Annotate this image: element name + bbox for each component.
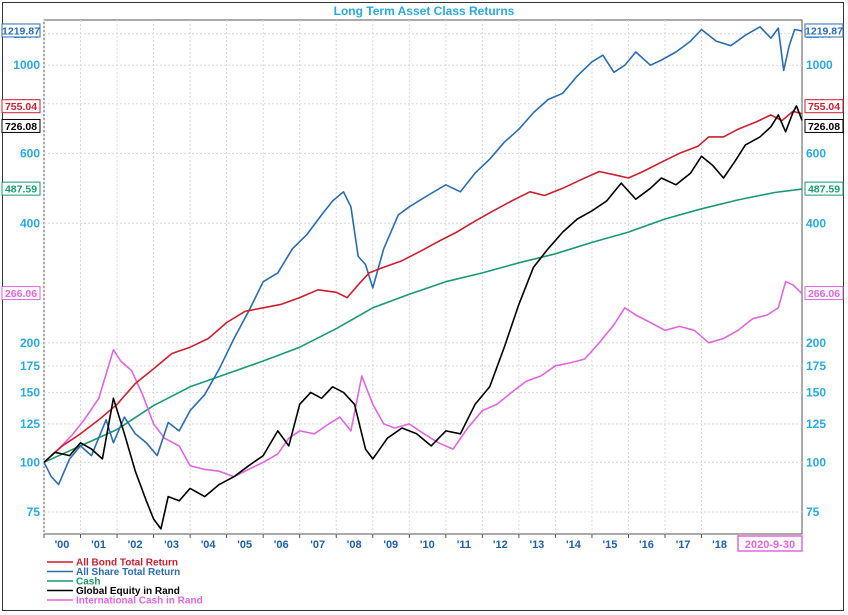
edge-value-label: 755.04 (808, 101, 840, 113)
x-tick-label: '16 (639, 539, 654, 551)
y-tick-label: 600 (806, 146, 826, 160)
x-tick-label: '15 (603, 539, 618, 551)
y-tick-label: 100 (806, 455, 826, 469)
x-tick-label: '18 (712, 539, 727, 551)
chart-title: Long Term Asset Class Returns (334, 4, 515, 18)
edge-value-label: 1219.87 (805, 25, 843, 37)
edge-value-label: 487.59 (808, 184, 840, 196)
x-tick-label: '00 (55, 539, 70, 551)
edge-value-label: 1219.87 (2, 25, 40, 37)
x-tick-label: '01 (91, 539, 106, 551)
edge-label-box (804, 99, 844, 114)
x-tick-label: '06 (274, 539, 289, 551)
edge-label-box (804, 181, 844, 196)
edge-value-label: 266.06 (5, 288, 37, 300)
y-tick-label: 175 (20, 359, 40, 373)
y-tick-label: 75 (27, 505, 41, 519)
edge-value-label: 487.59 (5, 184, 37, 196)
y-tick-label: 1000 (806, 58, 833, 72)
x-tick-label: '02 (128, 539, 143, 551)
y-tick-label: 600 (20, 146, 40, 160)
y-axis-right: 7510012515017520040060080010001200755.04… (804, 23, 844, 519)
series-line (43, 280, 803, 478)
edge-label-box (1, 23, 41, 38)
edge-label-box (1, 118, 41, 133)
y-tick-label: 400 (20, 216, 40, 230)
series-lines (43, 26, 803, 530)
x-tick-label: '07 (310, 539, 325, 551)
y-tick-label: 400 (806, 216, 826, 230)
series-line (43, 188, 803, 464)
x-tick-label: '13 (529, 539, 544, 551)
edge-value-label: 266.06 (808, 288, 840, 300)
y-tick-label: 200 (20, 336, 40, 350)
series-line (43, 26, 803, 486)
x-tick-label: '12 (493, 539, 508, 551)
date-tag-label: 2020-9-30 (745, 539, 795, 551)
edge-label-box (1, 99, 41, 114)
y-tick-label: 175 (806, 359, 826, 373)
legend-label: All Bond Total Return (76, 558, 178, 569)
edge-value-label: 726.08 (5, 121, 37, 133)
legend-label: Global Equity in Rand (76, 586, 180, 597)
edge-value-label: 726.08 (808, 121, 840, 133)
x-tick-label: '14 (566, 539, 582, 551)
x-tick-label: '03 (164, 539, 179, 551)
plot-area (43, 19, 803, 535)
legend-label: Cash (76, 577, 100, 588)
edge-label-box (1, 286, 41, 301)
y-tick-label: 100 (20, 455, 40, 469)
y-tick-label: 125 (20, 417, 40, 431)
x-tick-label: '05 (237, 539, 252, 551)
x-tick-label: '04 (201, 539, 217, 551)
series-line (43, 105, 803, 530)
y-tick-label: 150 (20, 385, 40, 399)
x-tick-label: '09 (383, 539, 398, 551)
legend-label: International Cash in Rand (76, 596, 203, 607)
x-axis: '00 '01 '02 '03 '04 '05 '06 '07 '08 '09 '10 '11 '12 '… (43, 534, 727, 551)
edge-label-box (804, 118, 844, 133)
date-tag: 2020-9-30 (737, 535, 803, 552)
y-tick-label: 125 (806, 417, 826, 431)
edge-label-box (804, 286, 844, 301)
y-tick-label: 75 (806, 505, 820, 519)
edge-label-box (804, 23, 844, 38)
y-tick-label: 1000 (13, 58, 40, 72)
y-axis-left: 7510012515017520040060080010001200755.04… (1, 23, 41, 519)
x-tick-label: '11 (457, 539, 471, 551)
series-line (43, 110, 803, 463)
y-tick-label: 200 (806, 336, 826, 350)
edge-label-box (1, 181, 41, 196)
y-tick-label: 150 (806, 385, 826, 399)
x-tick-label: '08 (347, 539, 362, 551)
x-tick-label: '10 (420, 539, 435, 551)
grid-lines (43, 20, 802, 534)
legend-label: All Share Total Return (76, 567, 180, 578)
x-tick-label: '17 (676, 539, 691, 551)
edge-value-label: 755.04 (5, 101, 37, 113)
